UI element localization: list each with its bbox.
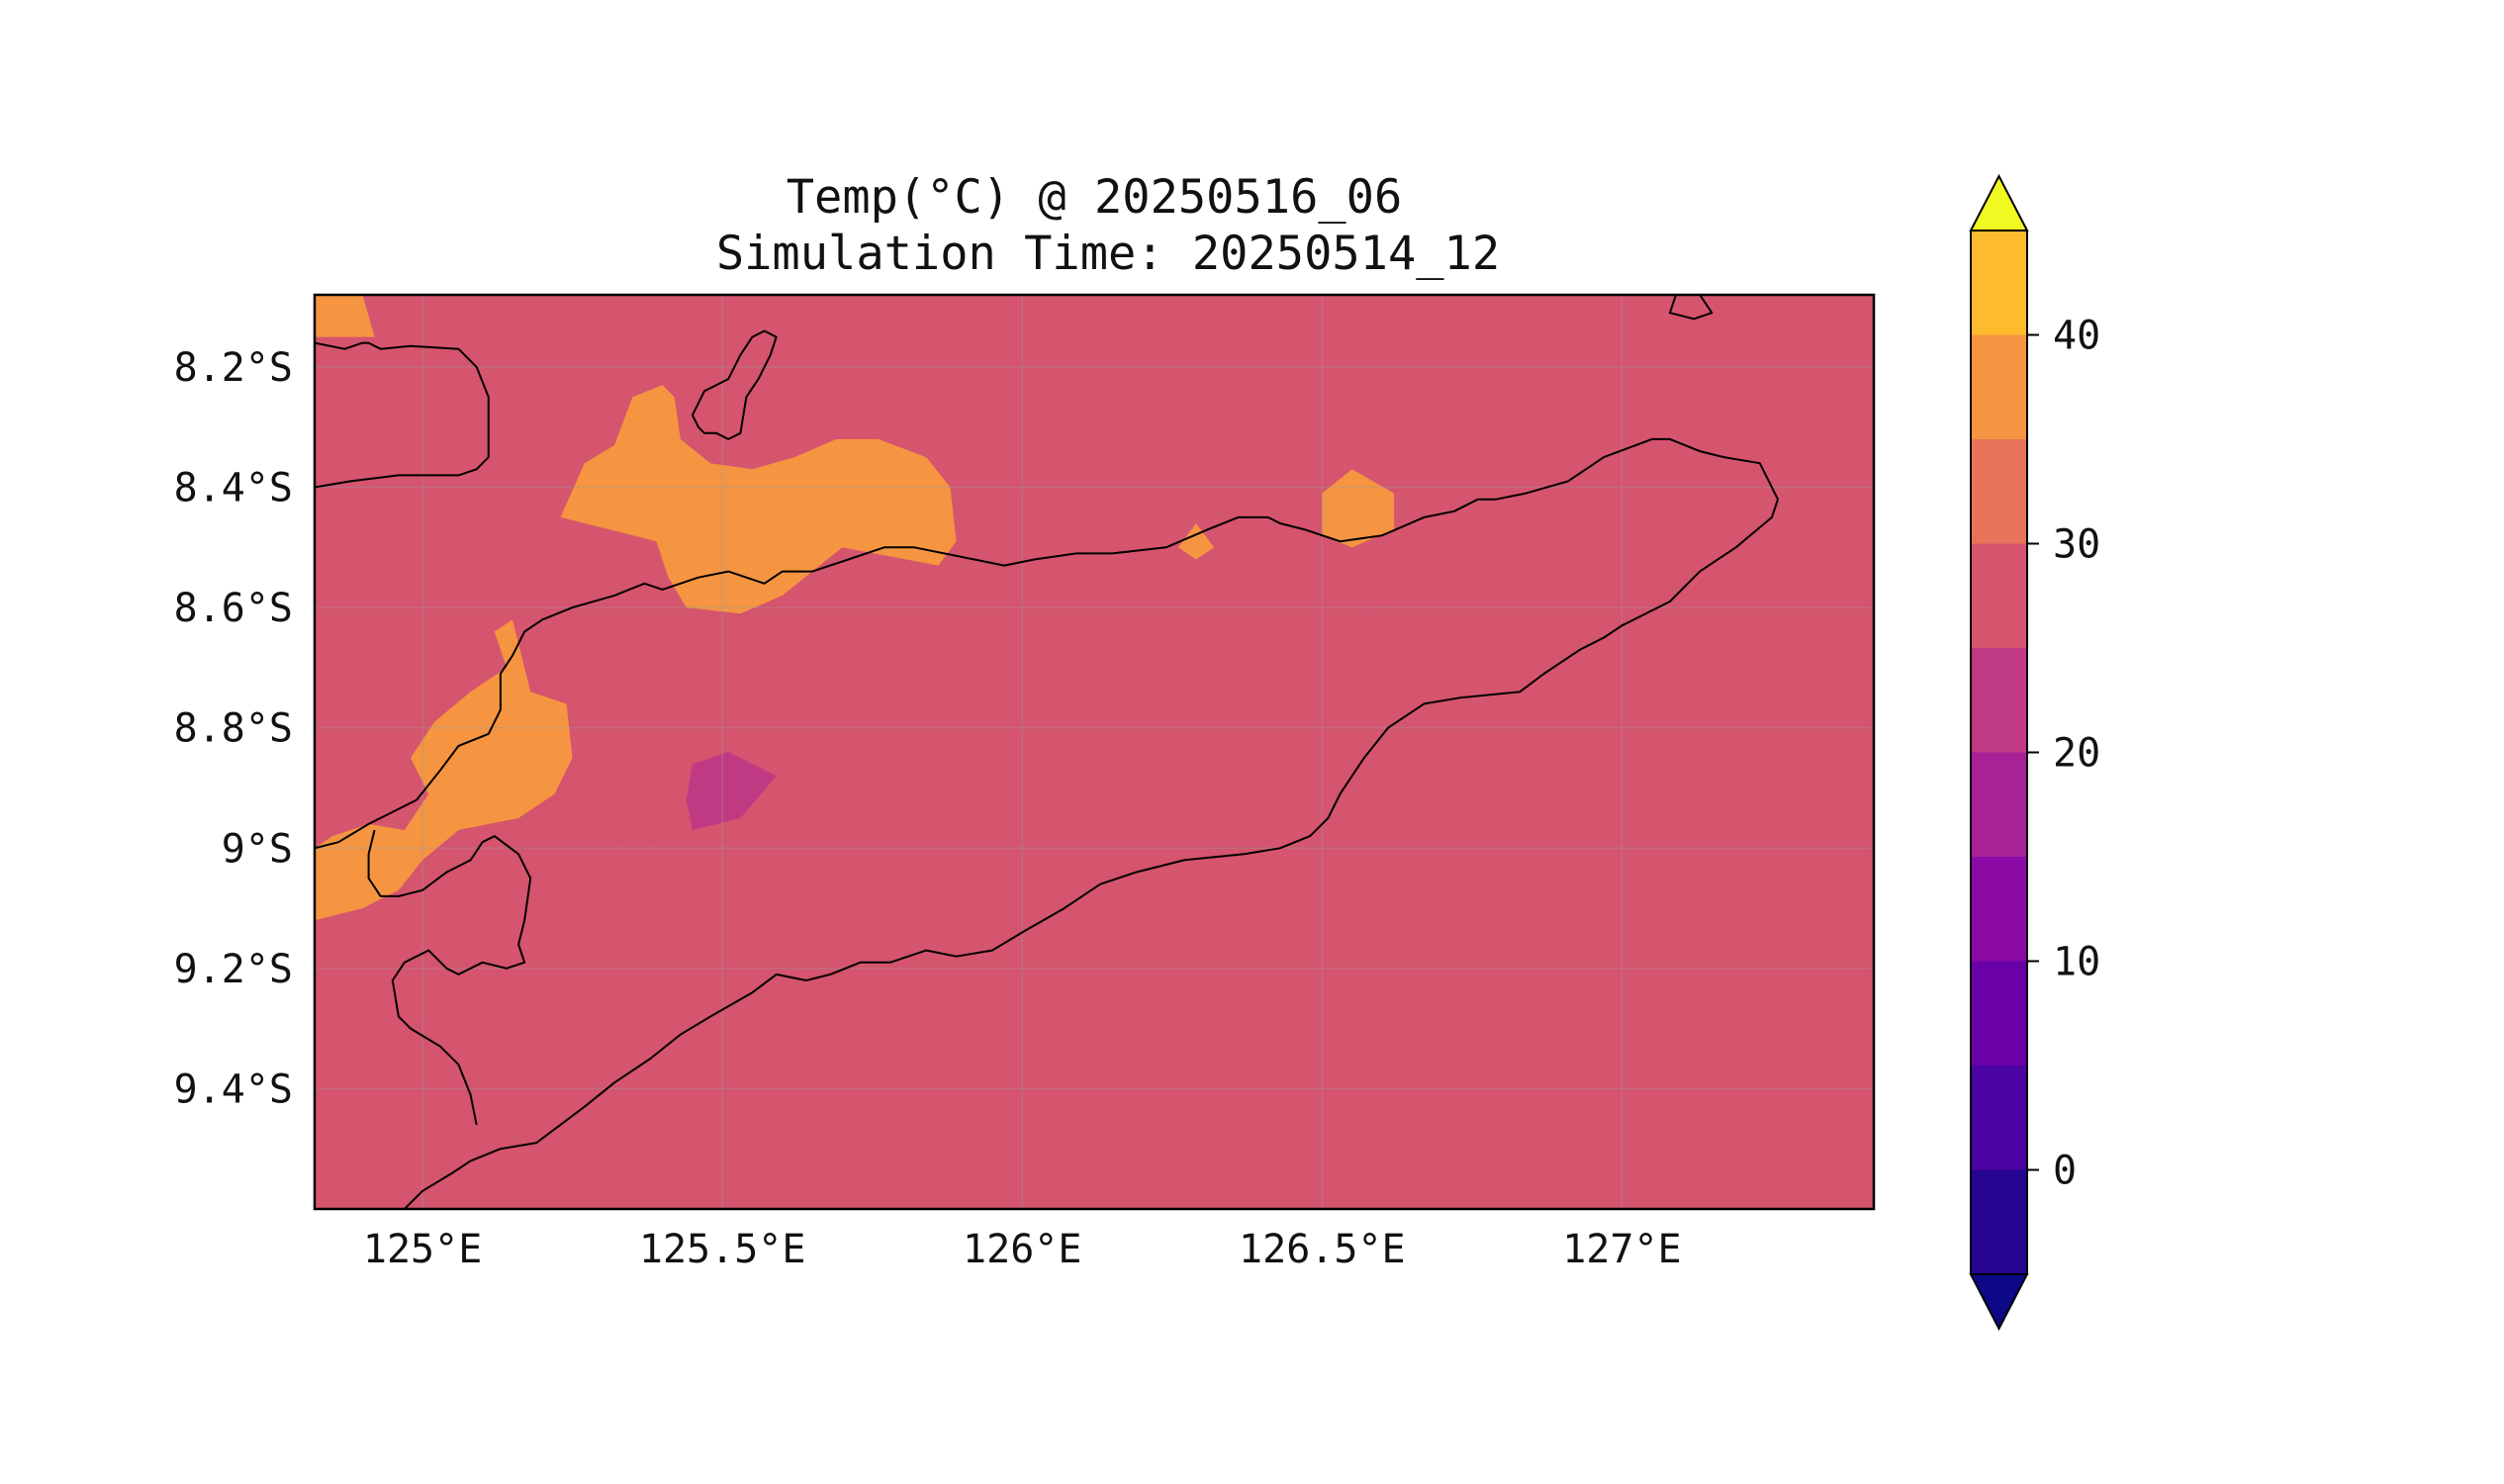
contour-band-20-25: [1357, 577, 1448, 674]
longitude-tick-label: 125°E: [363, 1227, 482, 1272]
latitude-tick-label: 8.8°S: [174, 706, 293, 752]
colorbar-segment: [1971, 648, 2027, 753]
latitude-tick-label: 8.6°S: [174, 586, 293, 631]
colorbar-segment: [1971, 1066, 2027, 1170]
map-area: [313, 293, 1876, 1211]
latitude-tick-label: 8.4°S: [174, 466, 293, 511]
colorbar-tick-label: 30: [2053, 522, 2100, 568]
coastline: [691, 329, 778, 440]
plot-title: Temp(°C) @ 20250516_06: [787, 170, 1403, 225]
latitude-tick-label: 8.2°S: [174, 345, 293, 391]
contour-band-20-25: [1196, 625, 1274, 693]
colorbar-segment: [1971, 334, 2027, 439]
map-frame: [313, 293, 1876, 1211]
coastline: [1668, 295, 1714, 321]
contour-band-30-35: [1322, 469, 1395, 548]
contour-band-15-20: [686, 752, 777, 830]
coastlines: [315, 295, 1779, 1209]
colorbar-segment: [1971, 1169, 2027, 1274]
contour-band-20-25: [398, 643, 963, 1041]
colorbar-segment: [1971, 439, 2027, 544]
colorbar-tick-label: 40: [2053, 314, 2100, 359]
colorbar-segment: [1971, 752, 2027, 857]
coastline: [315, 437, 1779, 1209]
contour-band-30-35: [1177, 523, 1215, 560]
temperature-field-background: [315, 295, 1874, 1209]
longitude-tick-labels: 125°E 125.5°E 126°E 126.5°E 127°E: [363, 1227, 1682, 1272]
coastline: [367, 829, 532, 1126]
coastline: [315, 341, 490, 489]
colorbar-extend-min: [1969, 1273, 2029, 1332]
contour-band-30-35: [315, 619, 573, 921]
colorbar-extend-max: [1969, 173, 2029, 232]
longitude-tick-label: 126°E: [963, 1227, 1081, 1272]
latitude-tick-label: 9.2°S: [174, 947, 293, 992]
latitude-tick-label: 9°S: [222, 826, 293, 872]
longitude-tick-label: 127°E: [1562, 1227, 1681, 1272]
colorbar-segment: [1971, 961, 2027, 1066]
plot-subtitle: Simulation Time: 20250514_12: [716, 227, 1500, 281]
colorbar-segment: [1971, 543, 2027, 648]
colorbar-tick-label: 0: [2053, 1149, 2077, 1194]
longitude-tick-label: 125.5°E: [639, 1227, 806, 1272]
colorbar-segment: [1971, 857, 2027, 962]
latitude-tick-labels: 8.2°S 8.4°S 8.6°S 8.8°S 9°S 9.2°S 9.4°S: [174, 345, 293, 1112]
temperature-contours: [315, 295, 1448, 1041]
contour-band-30-35: [560, 385, 957, 614]
colorbar-tick-label: 10: [2053, 940, 2100, 985]
colorbar: [1969, 173, 2029, 1332]
contour-band-30-35: [315, 295, 375, 337]
longitude-tick-label: 126.5°E: [1239, 1227, 1406, 1272]
colorbar-segment: [1971, 231, 2027, 335]
colorbar-tick-labels: 0 10 20 30 40: [2027, 314, 2100, 1194]
latitude-tick-label: 9.4°S: [174, 1067, 293, 1112]
colorbar-tick-label: 20: [2053, 731, 2100, 777]
